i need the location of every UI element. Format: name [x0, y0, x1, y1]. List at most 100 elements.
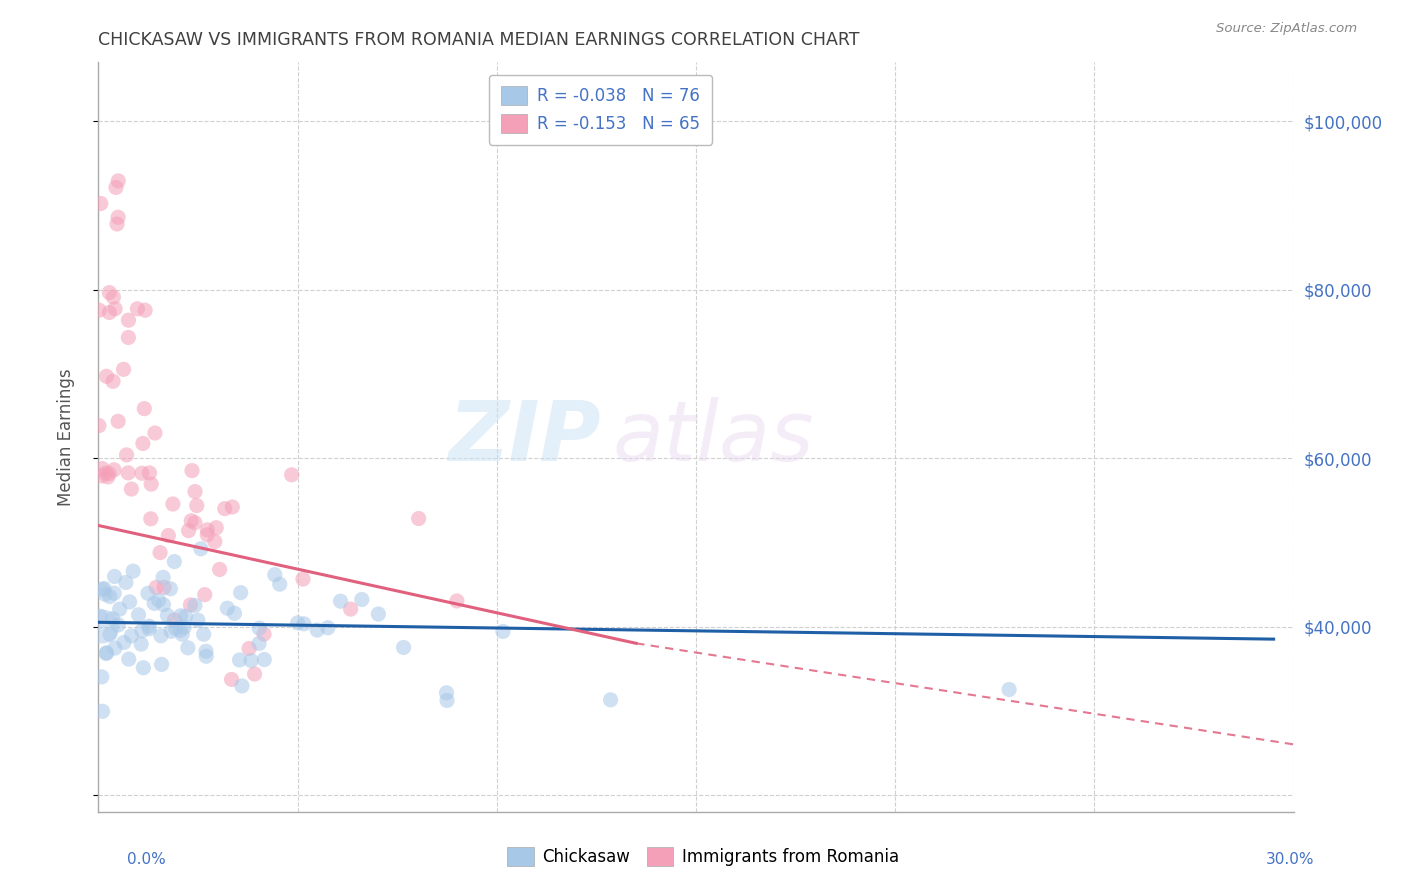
Point: [91, 619, 114, 633]
Point: [492, 624, 515, 639]
Point: [127, 301, 149, 316]
Point: [169, 624, 191, 638]
Point: [107, 211, 129, 225]
Text: Source: ZipAtlas.com: Source: ZipAtlas.com: [1216, 22, 1357, 36]
Point: [101, 374, 124, 388]
Point: [115, 448, 138, 462]
Point: [190, 541, 212, 556]
Point: [118, 652, 141, 666]
Point: [263, 567, 285, 582]
Point: [253, 627, 276, 641]
Point: [96, 647, 118, 661]
Point: [94, 587, 117, 601]
Point: [280, 467, 302, 482]
Point: [307, 623, 329, 637]
Point: [122, 564, 145, 578]
Point: [184, 516, 207, 530]
Point: [149, 629, 172, 643]
Point: [204, 534, 226, 549]
Point: [103, 569, 125, 583]
Point: [181, 464, 204, 478]
Point: [153, 580, 176, 594]
Point: [91, 461, 114, 475]
Point: [156, 608, 179, 623]
Point: [104, 180, 127, 194]
Point: [231, 679, 253, 693]
Point: [105, 217, 128, 231]
Point: [160, 624, 183, 639]
Point: [224, 607, 246, 621]
Point: [329, 594, 352, 608]
Text: 0.0%: 0.0%: [127, 852, 166, 867]
Point: [117, 313, 139, 327]
Point: [221, 500, 243, 514]
Point: [104, 301, 127, 316]
Point: [89, 609, 111, 624]
Point: [174, 609, 197, 624]
Point: [350, 592, 373, 607]
Point: [98, 285, 121, 300]
Point: [998, 682, 1021, 697]
Point: [436, 686, 458, 700]
Point: [247, 636, 270, 650]
Point: [150, 657, 173, 672]
Point: [90, 670, 112, 684]
Point: [118, 595, 141, 609]
Point: [98, 305, 121, 319]
Point: [128, 607, 150, 622]
Point: [339, 602, 361, 616]
Point: [91, 704, 114, 718]
Point: [91, 469, 114, 483]
Point: [91, 582, 114, 597]
Text: CHICKASAW VS IMMIGRANTS FROM ROMANIA MEDIAN EARNINGS CORRELATION CHART: CHICKASAW VS IMMIGRANTS FROM ROMANIA MED…: [98, 31, 860, 49]
Point: [229, 585, 252, 599]
Point: [103, 463, 125, 477]
Point: [184, 484, 207, 499]
Point: [163, 613, 186, 627]
Point: [120, 482, 142, 496]
Point: [89, 303, 111, 318]
Point: [90, 196, 112, 211]
Y-axis label: Median Earnings: Median Earnings: [56, 368, 75, 506]
Point: [195, 644, 218, 658]
Point: [143, 425, 166, 440]
Point: [240, 654, 263, 668]
Point: [177, 640, 200, 655]
Point: [214, 501, 236, 516]
Text: ZIP: ZIP: [447, 397, 600, 477]
Text: atlas: atlas: [613, 397, 814, 477]
Point: [101, 612, 124, 626]
Point: [129, 637, 152, 651]
Point: [392, 640, 415, 655]
Point: [367, 607, 389, 621]
Point: [292, 616, 315, 631]
Point: [117, 466, 139, 480]
Point: [98, 590, 121, 604]
Point: [228, 653, 250, 667]
Point: [157, 528, 180, 542]
Point: [408, 511, 430, 525]
Point: [87, 418, 110, 433]
Point: [180, 514, 202, 528]
Point: [93, 582, 115, 596]
Point: [195, 649, 218, 664]
Point: [162, 497, 184, 511]
Point: [138, 619, 160, 633]
Point: [143, 596, 166, 610]
Point: [179, 598, 201, 612]
Point: [253, 652, 276, 666]
Point: [599, 693, 621, 707]
Point: [145, 580, 167, 594]
Point: [170, 608, 193, 623]
Point: [221, 673, 243, 687]
Point: [187, 613, 209, 627]
Point: [132, 436, 155, 450]
Point: [134, 401, 156, 416]
Point: [195, 527, 218, 541]
Point: [177, 524, 200, 538]
Point: [152, 598, 174, 612]
Point: [194, 588, 217, 602]
Point: [316, 621, 339, 635]
Point: [159, 582, 181, 596]
Point: [112, 635, 135, 649]
